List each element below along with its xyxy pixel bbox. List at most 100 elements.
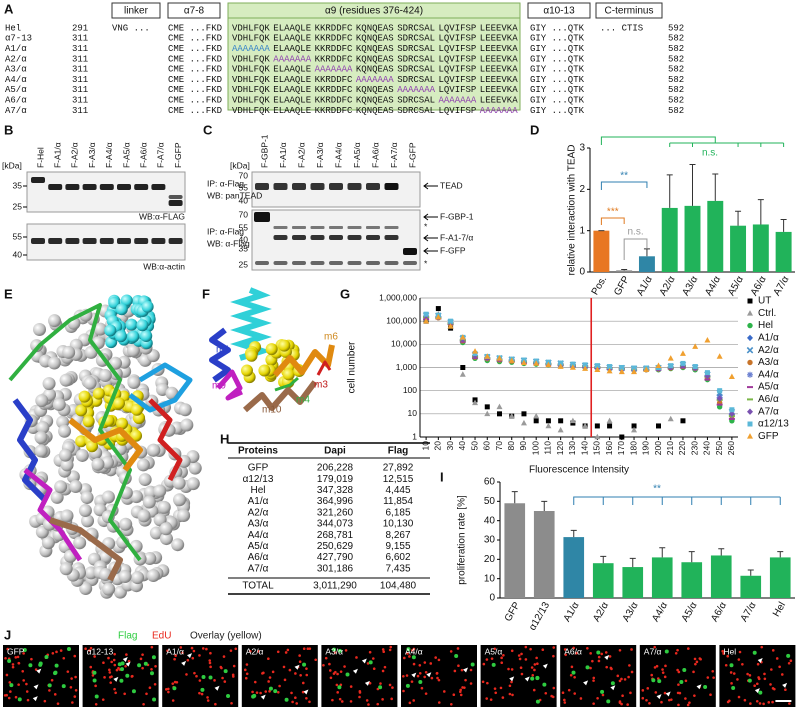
arrowhead bbox=[214, 685, 220, 691]
table-cell: 3,011,290 bbox=[313, 581, 357, 592]
point bbox=[435, 306, 441, 312]
band bbox=[134, 184, 149, 190]
nucleus bbox=[301, 690, 305, 694]
nucleus bbox=[661, 671, 665, 674]
significance: n.s. bbox=[627, 227, 643, 238]
kda-marker: 55 bbox=[239, 222, 249, 232]
a9-block: LEEEVKA bbox=[480, 95, 518, 105]
nucleus bbox=[89, 646, 93, 650]
arrowhead bbox=[604, 655, 610, 661]
table-cell: 347,328 bbox=[317, 485, 354, 496]
flag-cell bbox=[137, 663, 142, 668]
point bbox=[631, 423, 637, 429]
x-tick-label: 130 bbox=[567, 441, 577, 455]
a9-block: LEEEVKA bbox=[480, 85, 518, 95]
nucleus bbox=[51, 652, 55, 655]
arrowhead bbox=[361, 658, 367, 664]
nucleus bbox=[344, 649, 348, 652]
nucleus bbox=[630, 670, 634, 674]
x-tick-label: Pos. bbox=[590, 274, 610, 297]
micrograph bbox=[560, 645, 637, 707]
nucleus bbox=[278, 684, 281, 688]
band bbox=[82, 238, 97, 244]
flag-cell bbox=[28, 663, 33, 668]
x-tick-label: 190 bbox=[641, 441, 651, 455]
bracket bbox=[600, 181, 648, 190]
flag-cell bbox=[149, 671, 154, 676]
table-cell: 12,515 bbox=[383, 474, 414, 485]
table-cell: 179,019 bbox=[317, 474, 354, 485]
ribbon bbox=[128, 362, 193, 413]
band bbox=[99, 238, 114, 244]
nucleus bbox=[286, 648, 290, 652]
nucleus bbox=[244, 676, 248, 680]
flag-cell bbox=[491, 662, 496, 667]
nucleus bbox=[306, 647, 310, 651]
atom-sphere bbox=[159, 532, 173, 546]
nucleus bbox=[17, 683, 20, 686]
y-tick-label: 20 bbox=[484, 554, 496, 565]
x-tick-label: 40 bbox=[457, 441, 467, 451]
flag-cell bbox=[119, 667, 124, 672]
nucleus bbox=[544, 691, 548, 695]
nucleus bbox=[736, 678, 739, 681]
nucleus bbox=[456, 647, 460, 650]
nucleus bbox=[650, 673, 654, 677]
y-axis-label: proliferation rate [%] bbox=[457, 495, 468, 585]
atom-sphere bbox=[118, 570, 132, 584]
nucleus bbox=[645, 698, 648, 702]
error-bar bbox=[747, 569, 754, 576]
y-tick-label: 1,000 bbox=[396, 362, 418, 372]
nucleus bbox=[30, 657, 33, 661]
nucleus bbox=[423, 661, 427, 664]
x-tick-label: 30 bbox=[445, 441, 455, 451]
nucleus bbox=[372, 667, 376, 671]
nucleus bbox=[9, 690, 12, 693]
band bbox=[168, 195, 183, 199]
nucleus bbox=[618, 648, 622, 652]
legend-label: UT bbox=[758, 296, 771, 307]
a9-block: LEEEVKA bbox=[480, 54, 518, 64]
motif-label: m4 bbox=[296, 395, 310, 406]
point bbox=[569, 364, 576, 370]
band bbox=[151, 238, 166, 244]
kda-unit: [kDa] bbox=[2, 160, 22, 170]
a9-block: LQVIFSP bbox=[439, 44, 477, 54]
nucleus bbox=[141, 653, 144, 656]
atom-sphere bbox=[115, 303, 128, 316]
a9-block: LQVIFSP bbox=[439, 54, 477, 64]
nucleus bbox=[767, 701, 771, 704]
atom-sphere bbox=[282, 368, 295, 381]
arrowhead bbox=[426, 672, 432, 678]
nucleus bbox=[604, 651, 608, 654]
kda-marker: 35 bbox=[239, 243, 249, 253]
nucleus bbox=[552, 686, 556, 690]
nucleus bbox=[108, 675, 112, 679]
asterisk: * bbox=[424, 221, 428, 231]
nucleus bbox=[70, 677, 73, 680]
nucleus bbox=[16, 655, 20, 659]
point bbox=[667, 415, 674, 422]
significance: n.s. bbox=[702, 148, 718, 159]
band-label: F-GFP bbox=[440, 245, 466, 255]
atom-sphere bbox=[172, 476, 186, 490]
row-name: A1/α bbox=[5, 44, 27, 54]
arrowhead bbox=[303, 689, 309, 695]
atom-sphere bbox=[136, 319, 149, 332]
atom-sphere bbox=[130, 429, 143, 442]
arrowhead bbox=[583, 680, 589, 686]
point bbox=[497, 411, 502, 417]
nucleus bbox=[389, 645, 393, 649]
nucleus bbox=[253, 680, 257, 684]
x-tick-label: 260 bbox=[726, 441, 736, 455]
point bbox=[520, 419, 527, 426]
a9-block: LEEEVKA bbox=[480, 65, 518, 75]
ip-label: IP: α-Flag bbox=[207, 178, 244, 188]
band bbox=[134, 238, 149, 244]
nucleus bbox=[379, 682, 382, 685]
error-bar bbox=[780, 219, 787, 232]
x-axis-label: Fluorescence Intensity bbox=[529, 465, 629, 476]
lane-label: F-A1/α bbox=[52, 142, 62, 168]
point bbox=[716, 353, 723, 359]
table-cell: 301,186 bbox=[317, 563, 354, 574]
